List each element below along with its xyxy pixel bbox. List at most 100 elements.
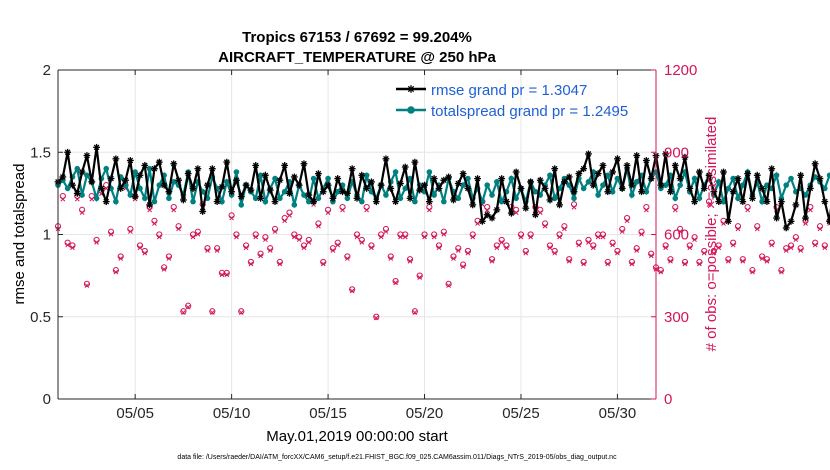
y2-tick-label: 600 xyxy=(664,227,689,244)
rmse-point xyxy=(122,176,129,184)
obs-point xyxy=(484,203,491,213)
totalspread-point xyxy=(725,185,732,192)
obs-point xyxy=(599,231,607,240)
totalspread-point xyxy=(513,195,519,202)
rmse-point xyxy=(382,155,390,163)
rmse-point xyxy=(575,170,583,178)
obs-point xyxy=(623,214,631,224)
rmse-point xyxy=(749,194,756,202)
totalspread-point xyxy=(257,172,264,179)
rmse-point xyxy=(565,173,573,181)
rmse-point xyxy=(276,176,284,184)
obs-point xyxy=(488,256,496,264)
rmse-point xyxy=(724,217,732,225)
totalspread-point xyxy=(305,198,312,205)
rmse-point xyxy=(397,180,404,187)
totalspread-point xyxy=(720,198,727,205)
obs-point xyxy=(411,308,418,315)
rmse-point xyxy=(372,198,380,205)
obs-point xyxy=(807,203,814,213)
rmse-point xyxy=(358,171,366,179)
rmse-point xyxy=(160,181,168,189)
obs-point xyxy=(305,236,312,245)
rmse-point xyxy=(792,201,800,209)
rmse-point xyxy=(387,185,395,192)
totalspread-point xyxy=(455,195,462,202)
totalspread-point xyxy=(359,198,365,205)
rmse-point xyxy=(503,198,510,205)
rmse-point xyxy=(126,157,134,164)
rmse-point xyxy=(83,152,91,159)
y-tick-label: 2 xyxy=(43,62,51,79)
obs-point xyxy=(513,206,520,216)
y-tick-label: 0 xyxy=(43,391,51,408)
rmse-point xyxy=(290,173,298,181)
rmse-point xyxy=(469,201,477,209)
totalspread-point xyxy=(604,172,611,179)
obs-point xyxy=(378,231,385,240)
obs-point xyxy=(64,239,71,248)
totalspread-point xyxy=(691,175,698,182)
totalspread-point xyxy=(281,188,288,195)
rmse-point xyxy=(78,168,86,176)
rmse-series xyxy=(54,143,830,232)
totalspread-point xyxy=(715,179,722,185)
rmse-point xyxy=(194,165,202,173)
totalspread-point xyxy=(441,198,447,205)
obs-point xyxy=(185,302,192,310)
rmse-point xyxy=(618,185,626,192)
rmse-point xyxy=(667,188,674,196)
totalspread-point xyxy=(595,192,601,198)
rmse-point xyxy=(64,148,72,156)
obs-point xyxy=(296,234,303,243)
obs-point xyxy=(257,250,264,259)
obs-point xyxy=(228,212,235,221)
rmse-point xyxy=(787,217,795,225)
obs-point xyxy=(209,308,216,315)
legend-spread-label: totalspread grand pr = 1.2495 xyxy=(431,103,628,120)
obs-point xyxy=(734,223,742,232)
obs-point xyxy=(561,223,568,232)
obs-point xyxy=(339,203,346,213)
rmse-point xyxy=(517,185,525,192)
obs-point xyxy=(546,242,554,251)
y-tick-label: 1 xyxy=(43,227,51,244)
obs-point xyxy=(821,242,828,251)
obs-point xyxy=(517,231,525,240)
rmse-point xyxy=(609,168,616,176)
obs-point xyxy=(493,242,500,251)
totalspread-point xyxy=(412,198,418,205)
rmse-point xyxy=(392,198,399,205)
obs-point xyxy=(686,242,693,251)
rmse-point xyxy=(252,162,260,169)
obs-point xyxy=(527,231,534,240)
obs-point xyxy=(450,253,457,261)
legend-spread-marker xyxy=(407,106,415,114)
obs-point xyxy=(556,231,563,240)
rmse-point xyxy=(218,183,226,191)
obs-point xyxy=(117,253,124,261)
rmse-point xyxy=(406,194,414,202)
obs-point xyxy=(792,234,799,243)
rmse-point xyxy=(459,170,467,178)
rmse-point xyxy=(696,168,703,176)
obs-count-markers xyxy=(54,182,830,321)
obs-point xyxy=(758,253,766,261)
obs-point xyxy=(189,231,197,240)
obs-point xyxy=(431,231,438,240)
obs-point xyxy=(638,228,645,237)
totalspread-point xyxy=(609,188,616,195)
totalspread-point xyxy=(190,198,196,205)
totalspread-point xyxy=(426,169,433,175)
rmse-point xyxy=(662,150,670,158)
rmse-point xyxy=(179,196,187,204)
totalspread-point xyxy=(79,192,85,198)
rmse-point xyxy=(589,181,597,189)
rmse-point xyxy=(411,158,419,166)
y2-axis-label: # of obs: o=possible; ×=assimilated xyxy=(703,117,720,352)
rmse-point xyxy=(671,162,679,169)
totalspread-point xyxy=(431,192,437,198)
x-tick-label: 05/30 xyxy=(599,405,637,422)
chart-title-line1: Tropics 67153 / 67692 = 99.204% xyxy=(242,29,472,46)
obs-point xyxy=(204,245,211,253)
